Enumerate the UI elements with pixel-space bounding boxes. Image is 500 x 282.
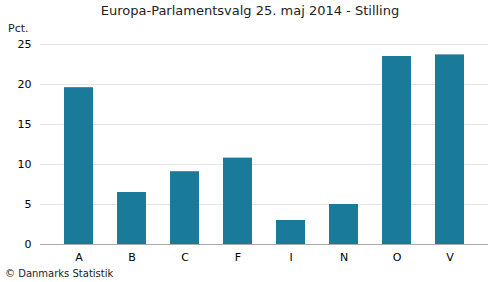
- svg-text:V: V: [446, 251, 454, 264]
- svg-text:20: 20: [18, 78, 32, 91]
- html-text:Pct.: Pct.: [8, 22, 29, 35]
- svg-text:O: O: [393, 251, 402, 264]
- svg-text:F: F: [235, 251, 241, 264]
- html-text:© Danmarks Statistik: © Danmarks Statistik: [5, 268, 114, 279]
- html-text:Europa-Parlamentsvalg 25. maj: Europa-Parlamentsvalg 25. maj 2014 - Sti…: [100, 3, 400, 18]
- svg-text:I: I: [289, 251, 292, 264]
- svg-text:A: A: [75, 251, 83, 264]
- svg-text:10: 10: [18, 158, 32, 171]
- svg-text:5: 5: [25, 198, 32, 211]
- svg-text:B: B: [128, 251, 136, 264]
- svg-text:15: 15: [18, 118, 32, 131]
- svg-text:0: 0: [25, 238, 32, 251]
- svg-text:C: C: [181, 251, 189, 264]
- svg-text:N: N: [340, 251, 348, 264]
- svg-text:25: 25: [18, 38, 32, 51]
